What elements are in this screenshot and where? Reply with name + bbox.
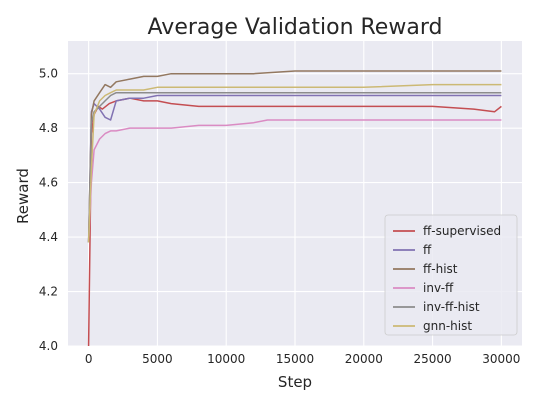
x-tick-label: 5000 — [142, 352, 173, 366]
series-line-ff-supervised — [87, 97, 502, 347]
y-tick-label: 4.8 — [39, 121, 58, 135]
y-tick-label: 4.6 — [39, 176, 58, 190]
legend-label: gnn-hist — [423, 319, 472, 333]
x-axis-label: Step — [278, 373, 312, 391]
legend-box — [384, 214, 518, 336]
series-lines — [87, 70, 502, 347]
x-tick-label: 30000 — [482, 352, 520, 366]
y-axis-label: Reward — [14, 168, 32, 224]
legend-label: ff-hist — [423, 262, 458, 276]
legend-label: inv-ff — [423, 281, 454, 295]
legend-label: ff-supervised — [423, 224, 501, 238]
x-tick-label: 15000 — [276, 352, 314, 366]
y-tick-label: 4.0 — [39, 339, 58, 353]
legend: ff-supervised ff ff-hist inv-ff inv-ff-hist g… — [384, 214, 518, 336]
series-line-inv-ff — [87, 119, 502, 243]
y-axis-ticks: 4.0 4.2 4.4 4.6 4.8 5.0 — [39, 67, 58, 353]
series-line-inv-ff-hist — [87, 91, 502, 243]
y-tick-label: 5.0 — [39, 67, 58, 81]
x-tick-label: 0 — [85, 352, 93, 366]
series-line-ff-hist — [87, 70, 502, 243]
legend-label: ff — [423, 243, 432, 257]
x-tick-label: 25000 — [413, 352, 451, 366]
y-tick-label: 4.2 — [39, 285, 58, 299]
legend-label: inv-ff-hist — [423, 300, 480, 314]
series-line-gnn-hist — [87, 83, 502, 243]
x-axis-ticks: 0 5000 10000 15000 20000 25000 30000 — [85, 352, 521, 366]
y-tick-label: 4.4 — [39, 230, 58, 244]
chart-title: Average Validation Reward — [148, 15, 443, 40]
x-tick-label: 10000 — [207, 352, 245, 366]
x-tick-label: 20000 — [345, 352, 383, 366]
